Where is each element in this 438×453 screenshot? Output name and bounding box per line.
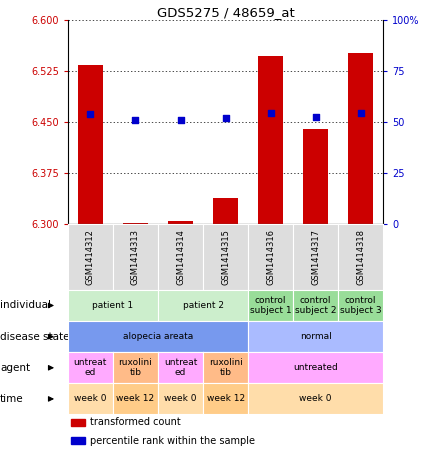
Text: untreat
ed: untreat ed: [164, 358, 197, 377]
Text: week 0: week 0: [164, 395, 197, 404]
Text: control
subject 2: control subject 2: [295, 296, 336, 315]
Point: [87, 111, 94, 118]
Text: GSM1414313: GSM1414313: [131, 229, 140, 285]
Point: [177, 116, 184, 123]
Text: patient 2: patient 2: [183, 301, 223, 310]
Text: control
subject 3: control subject 3: [340, 296, 381, 315]
Text: transformed count: transformed count: [90, 418, 181, 428]
Text: percentile rank within the sample: percentile rank within the sample: [90, 436, 255, 446]
Bar: [303, 129, 328, 224]
Point: [357, 110, 364, 117]
Text: week 0: week 0: [74, 395, 107, 404]
Point: [267, 110, 274, 117]
Bar: [213, 198, 238, 224]
Text: control
subject 1: control subject 1: [250, 296, 291, 315]
Text: time: time: [0, 394, 24, 404]
Bar: [71, 419, 85, 426]
Text: week 12: week 12: [206, 395, 245, 404]
Text: week 12: week 12: [117, 395, 155, 404]
Text: ruxolini
tib: ruxolini tib: [208, 358, 243, 377]
Text: patient 1: patient 1: [92, 301, 134, 310]
Text: agent: agent: [0, 363, 30, 373]
Text: GSM1414316: GSM1414316: [266, 229, 275, 285]
Bar: [78, 64, 103, 224]
Text: week 0: week 0: [300, 395, 332, 404]
Bar: [123, 223, 148, 224]
Text: normal: normal: [300, 332, 332, 341]
Text: ruxolini
tib: ruxolini tib: [119, 358, 152, 377]
Bar: [258, 56, 283, 224]
Title: GDS5275 / 48659_at: GDS5275 / 48659_at: [157, 6, 294, 19]
Text: GSM1414318: GSM1414318: [356, 229, 365, 285]
Bar: [168, 221, 193, 224]
Text: untreated: untreated: [293, 363, 338, 372]
Text: alopecia areata: alopecia areata: [123, 332, 193, 341]
Text: untreat
ed: untreat ed: [74, 358, 107, 377]
Bar: [71, 437, 85, 444]
Text: GSM1414312: GSM1414312: [86, 229, 95, 285]
Text: GSM1414314: GSM1414314: [176, 229, 185, 285]
Text: disease state: disease state: [0, 332, 70, 342]
Point: [132, 117, 139, 124]
Text: individual: individual: [0, 300, 51, 310]
Point: [312, 113, 319, 120]
Bar: [348, 53, 373, 224]
Point: [222, 114, 229, 121]
Text: GSM1414317: GSM1414317: [311, 229, 320, 285]
Text: GSM1414315: GSM1414315: [221, 229, 230, 285]
